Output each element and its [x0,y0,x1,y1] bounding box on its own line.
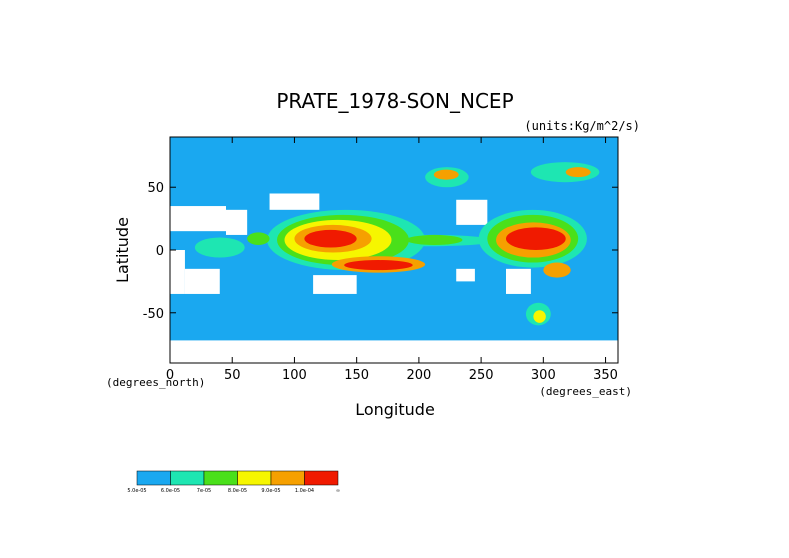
x-tick-label-5: 250 [469,368,494,383]
x-tick-label-6: 300 [531,368,556,383]
colorbar-swatch-1 [170,470,205,486]
x-tick-label-1: 50 [224,368,241,383]
missing-region-7 [170,340,618,363]
colorbar-swatch-0 [136,470,171,486]
missing-region-4 [313,275,357,294]
colorbar-label-1: 6.0e-05 [161,488,180,494]
missing-region-3 [226,209,248,235]
precip-region-9 [406,234,463,245]
y-axis-label: Latitude [113,217,132,283]
precip-region-21 [505,227,566,250]
x-tick-label-0: 0 [166,368,174,383]
precip-region-16 [543,262,571,278]
y-tick-label-0: 50 [147,181,164,196]
x-tick-label-4: 200 [406,368,431,383]
units-label: (units:Kg/m^2/s) [524,119,640,133]
colorbar-swatch-5 [304,470,339,486]
x-tick-label-7: 350 [593,368,618,383]
missing-region-9 [456,268,475,282]
precip-region-12 [533,310,546,323]
colorbar-label-3: 8.0e-05 [228,488,247,494]
precip-region-20 [344,260,413,271]
missing-region-5 [456,199,488,225]
missing-region-0 [170,206,226,232]
colorbar-swatch-4 [270,470,305,486]
precip-region-3 [194,237,245,258]
precip-region-10 [247,232,270,245]
missing-region-2 [184,268,220,294]
x-tick-label-3: 150 [344,368,369,383]
x-axis-label: Longitude [355,400,435,419]
missing-region-1 [170,250,185,294]
y-units-label: (degrees_north) [106,376,205,389]
precip-region-18 [565,167,591,178]
colorbar-label-6: ∞ [336,488,340,494]
colorbar-swatch-3 [237,470,272,486]
colorbar-label-0: 5.0e-05 [127,488,146,494]
colorbar-label-4: 9.0e-05 [261,488,280,494]
y-tick-label-1: 0 [156,244,164,259]
colorbar-label-2: 7e-05 [197,488,211,494]
x-units-label: (degrees_east) [539,385,632,398]
y-tick-label-2: -50 [143,307,164,322]
precip-region-17 [433,169,459,180]
precip-field [170,137,618,363]
precip-region-19 [304,229,357,248]
x-tick-label-2: 100 [282,368,307,383]
missing-region-6 [506,268,531,294]
colorbar-label-5: 1.0e-04 [295,488,314,494]
missing-region-8 [269,193,320,210]
colorbar-swatch-2 [203,470,238,486]
chart-title: PRATE_1978-SON_NCEP [276,89,513,113]
precip-region-5 [530,162,600,183]
plot-area: 0 50 100 150 200 250 300 350 50 0 -50 [143,136,619,383]
colorbar: 5.0e-05 6.0e-05 7e-05 8.0e-05 9.0e-05 1.0e-04… [127,470,340,494]
